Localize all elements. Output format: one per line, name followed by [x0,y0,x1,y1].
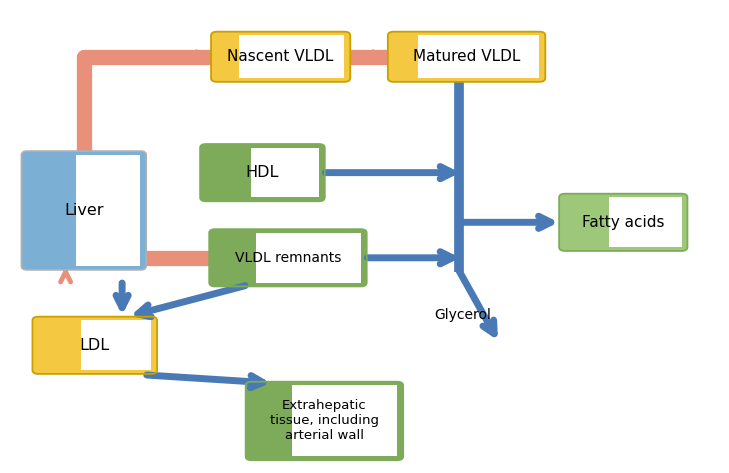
FancyBboxPatch shape [200,144,324,201]
FancyBboxPatch shape [388,32,545,82]
Text: Matured VLDL: Matured VLDL [413,49,521,64]
Bar [238,35,344,78]
FancyBboxPatch shape [22,151,146,270]
Text: Glycerol: Glycerol [434,307,491,322]
Text: Liver: Liver [64,203,104,218]
FancyBboxPatch shape [246,382,403,460]
Bar [81,321,152,370]
Bar [251,148,319,198]
Bar [292,385,397,456]
Bar [256,233,361,283]
Bar [76,155,140,266]
FancyBboxPatch shape [32,317,157,374]
Text: VLDL remnants: VLDL remnants [235,251,341,265]
Text: Extrahepatic
tissue, including
arterial wall: Extrahepatic tissue, including arterial … [270,400,379,442]
Bar [609,198,682,247]
FancyBboxPatch shape [559,194,687,251]
Text: LDL: LDL [79,338,110,353]
Text: Nascent VLDL: Nascent VLDL [227,49,334,64]
FancyBboxPatch shape [211,32,350,82]
Text: Fatty acids: Fatty acids [582,215,665,230]
Text: HDL: HDL [246,165,279,180]
Bar [418,35,539,78]
FancyBboxPatch shape [209,229,367,286]
